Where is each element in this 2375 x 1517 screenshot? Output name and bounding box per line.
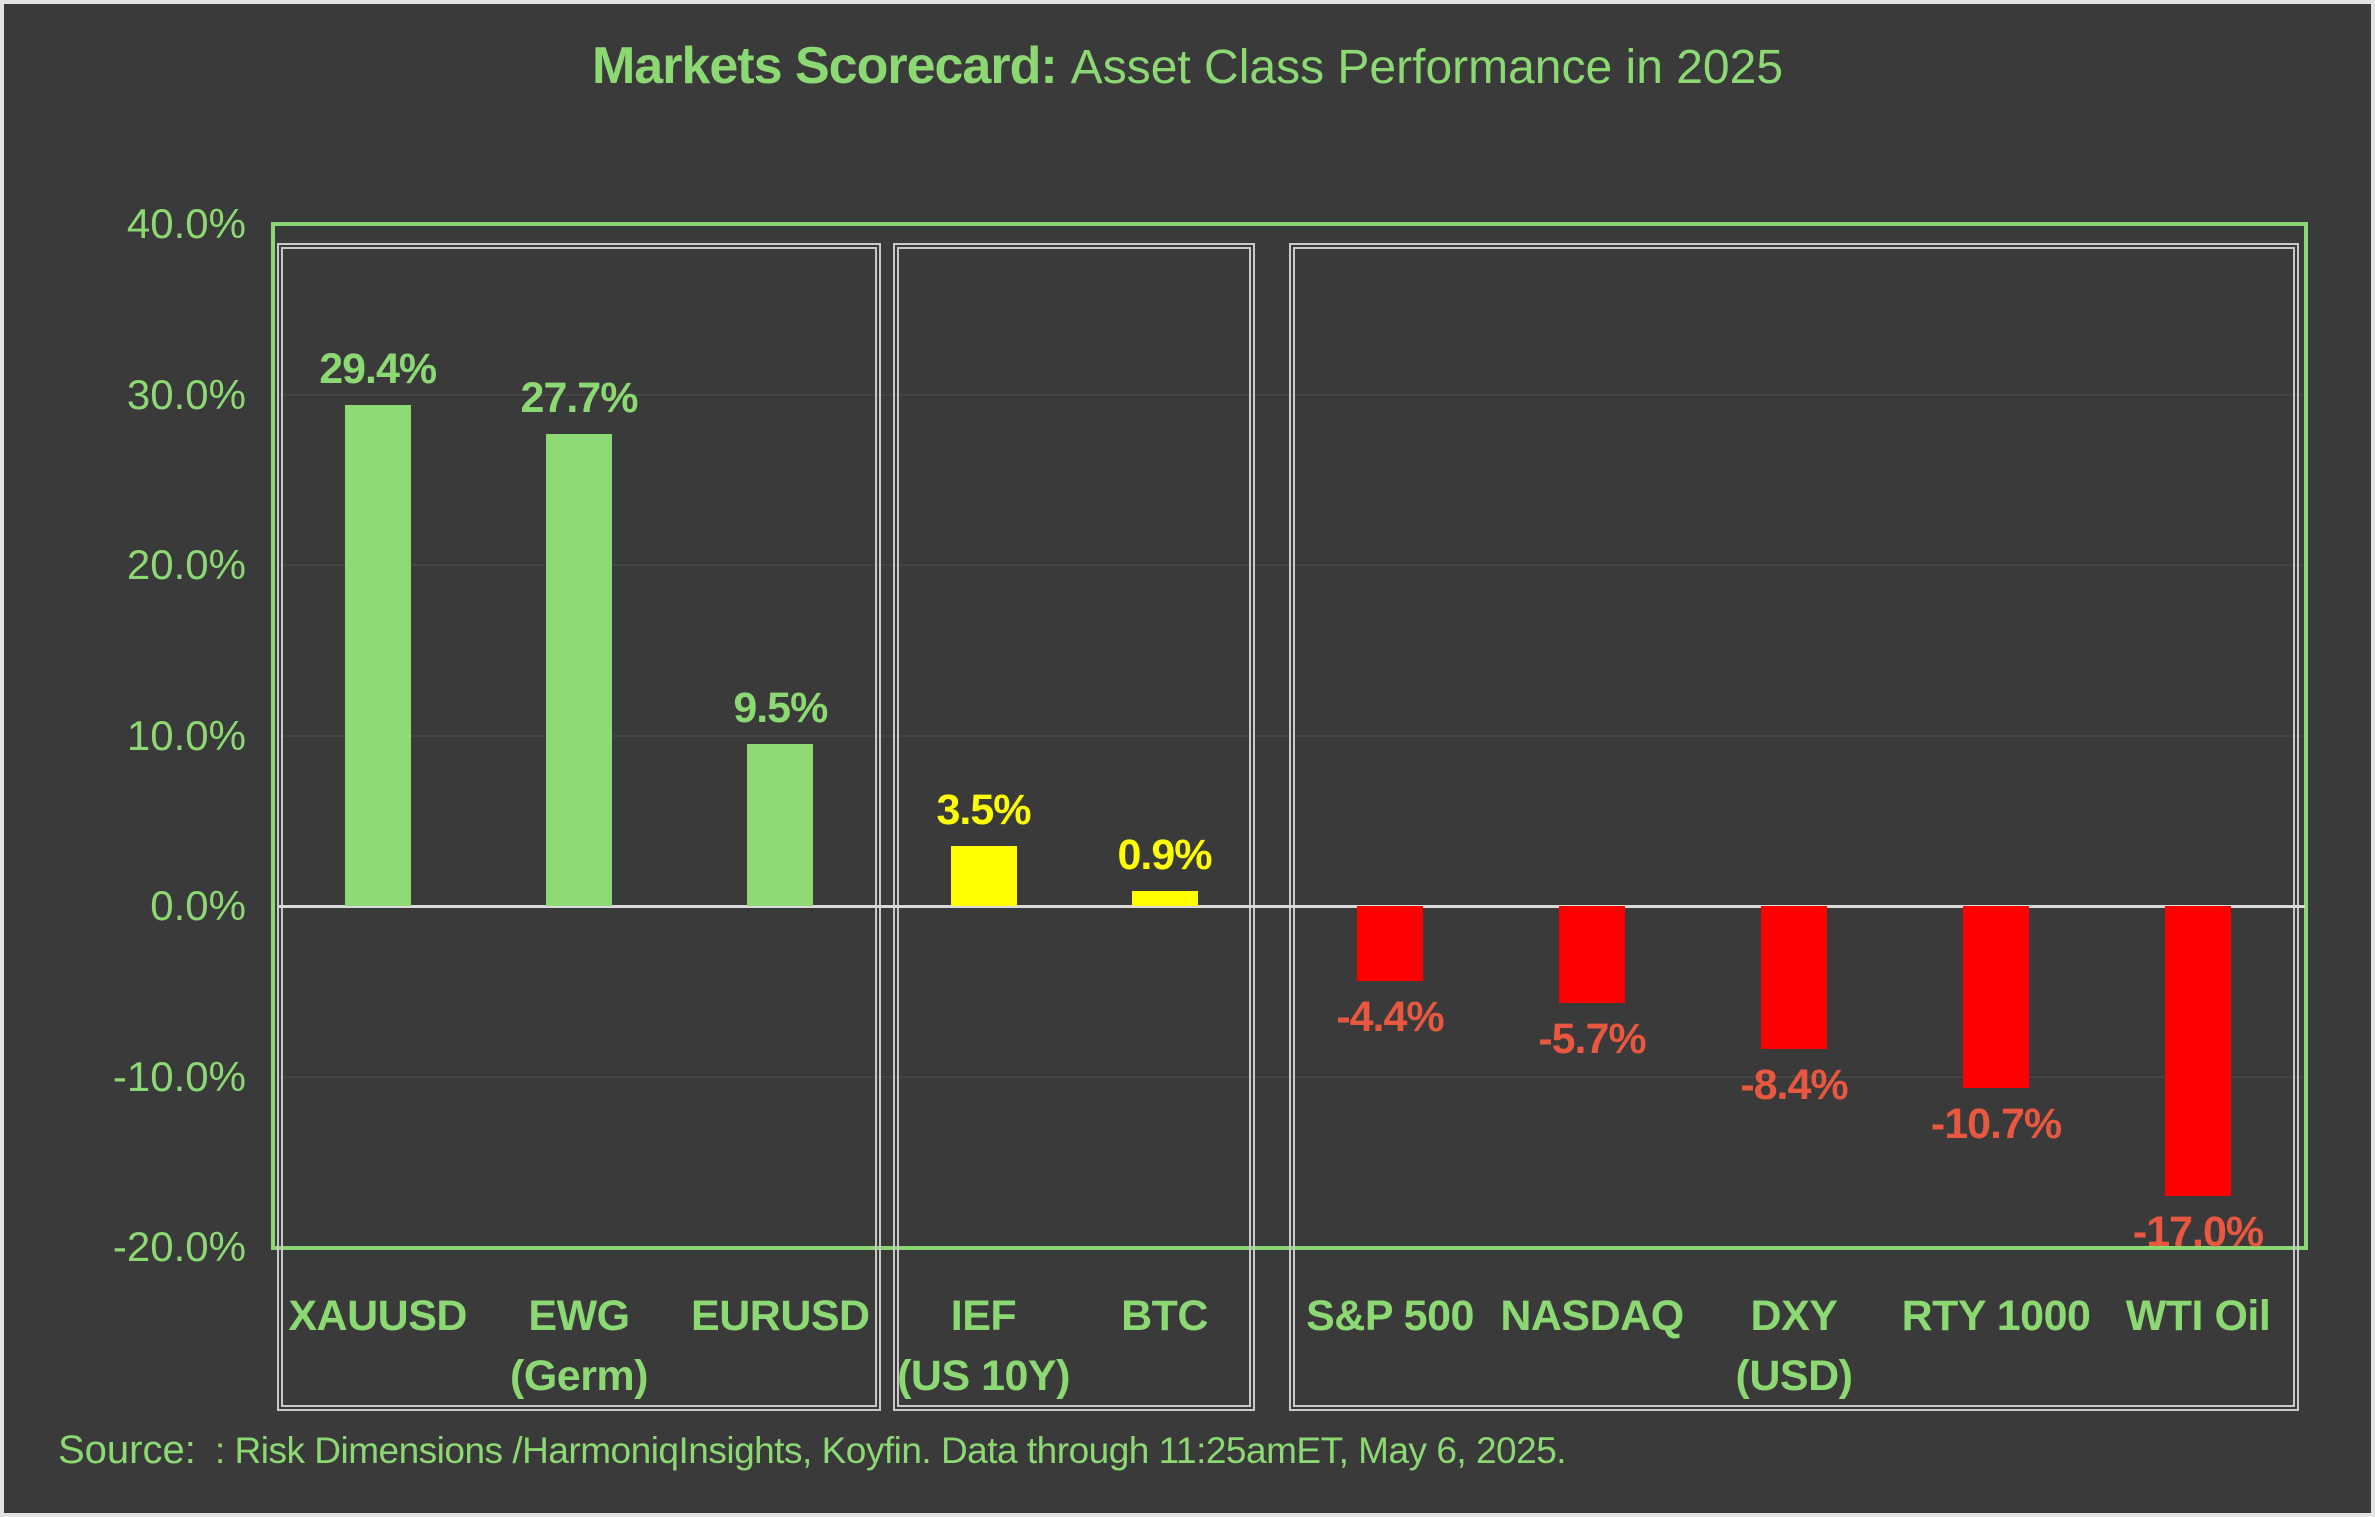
y-tick-label: 20.0% [126,541,246,588]
bar-nasdaq [1559,906,1625,1004]
x-category-label: IEF [950,1292,1017,1340]
bar-value-label: 29.4% [319,344,437,393]
bar-btc [1131,890,1198,906]
group-panel-losers [1289,243,2299,1411]
x-category-label: S&P 500 [1306,1292,1474,1340]
bar-value-label: 0.9% [1117,830,1212,879]
y-tick-label: 40.0% [126,200,246,247]
group-panel-flat [893,243,1255,1411]
bar-sp500 [1357,906,1423,982]
x-category-label: (US 10Y) [897,1352,1070,1400]
y-tick-label: -20.0% [112,1223,246,1270]
bar-value-label: -4.4% [1336,993,1444,1042]
zero-axis-line [279,905,2305,908]
source-label: Source: [58,1428,207,1472]
bar-value-label: -5.7% [1538,1015,1646,1064]
bar-value-label: 3.5% [936,786,1031,835]
y-tick-label: 0.0% [150,882,246,929]
x-category-label: EWG [528,1292,630,1340]
bar-xauusd [344,404,411,906]
x-category-label: WTI Oil [2125,1292,2271,1340]
x-category-label: XAUUSD [288,1292,467,1340]
bar-value-label: -17.0% [2132,1207,2264,1256]
chart-title: Markets Scorecard: Asset Class Performanc… [4,36,2371,96]
x-category-label: DXY [1750,1292,1838,1340]
chart-title-subtitle: Asset Class Performance in 2025 [1070,41,1784,94]
bar-ewg-germ [546,433,612,906]
source-text: : Risk Dimensions /HarmoniqInsights, Koy… [214,1430,1567,1471]
y-tick-label: 30.0% [126,370,246,418]
bar-value-label: -8.4% [1740,1061,1848,1110]
source-note: Source: : Risk Dimensions /HarmoniqInsig… [58,1428,1567,1473]
bar-value-label: -10.7% [1930,1100,2062,1149]
x-category-label: RTY 1000 [1901,1292,2091,1340]
bar-value-label: 27.7% [520,373,639,422]
chart-title-main: Markets Scorecard: [591,37,1058,95]
bar-wtioil [2165,906,2231,1196]
group-panel-gainers [277,243,881,1411]
x-category-label: BTC [1121,1292,1208,1340]
bar-value-label: 9.5% [733,684,828,733]
bar-dxy-usd [1761,906,1827,1050]
y-tick-label: -10.0% [112,1052,246,1100]
y-tick-label: 10.0% [126,711,246,759]
x-category-label: (USD) [1735,1352,1853,1400]
bar-rty1000 [1963,906,2029,1089]
x-category-label: (Germ) [510,1352,648,1400]
x-category-label: EURUSD [691,1292,870,1340]
bar-ief-us10y [950,846,1017,906]
bar-eurusd [747,744,814,906]
x-category-label: NASDAQ [1500,1292,1684,1340]
